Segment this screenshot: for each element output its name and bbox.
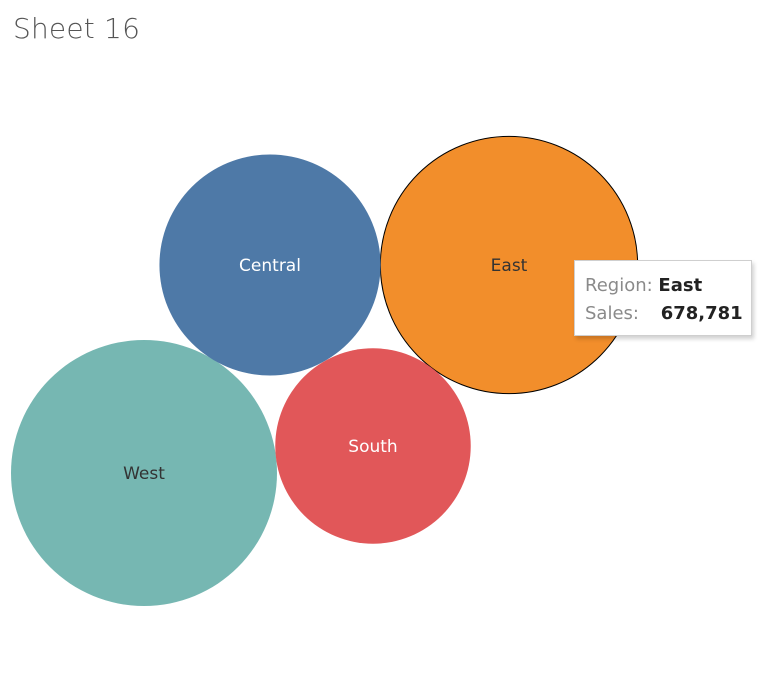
- bubble-label-central: Central: [239, 256, 301, 276]
- sheet-title: Sheet 16: [13, 12, 141, 45]
- tooltip-region-value: East: [658, 275, 703, 296]
- bubble-label-east: East: [491, 256, 528, 276]
- tooltip-region-row: Region: East: [585, 275, 702, 296]
- bubble-south[interactable]: [275, 348, 471, 544]
- tooltip: Region: East Sales: 678,781: [574, 260, 752, 336]
- tooltip-sales-row: Sales: 678,781: [585, 303, 743, 324]
- bubble-west[interactable]: [11, 340, 277, 606]
- bubble-central[interactable]: [159, 154, 381, 376]
- bubble-label-south: South: [348, 437, 397, 457]
- bubble-label-west: West: [123, 464, 165, 484]
- tooltip-region-key: Region:: [585, 275, 653, 296]
- tooltip-sales-key: Sales:: [585, 303, 639, 324]
- tooltip-sales-value: 678,781: [660, 303, 743, 324]
